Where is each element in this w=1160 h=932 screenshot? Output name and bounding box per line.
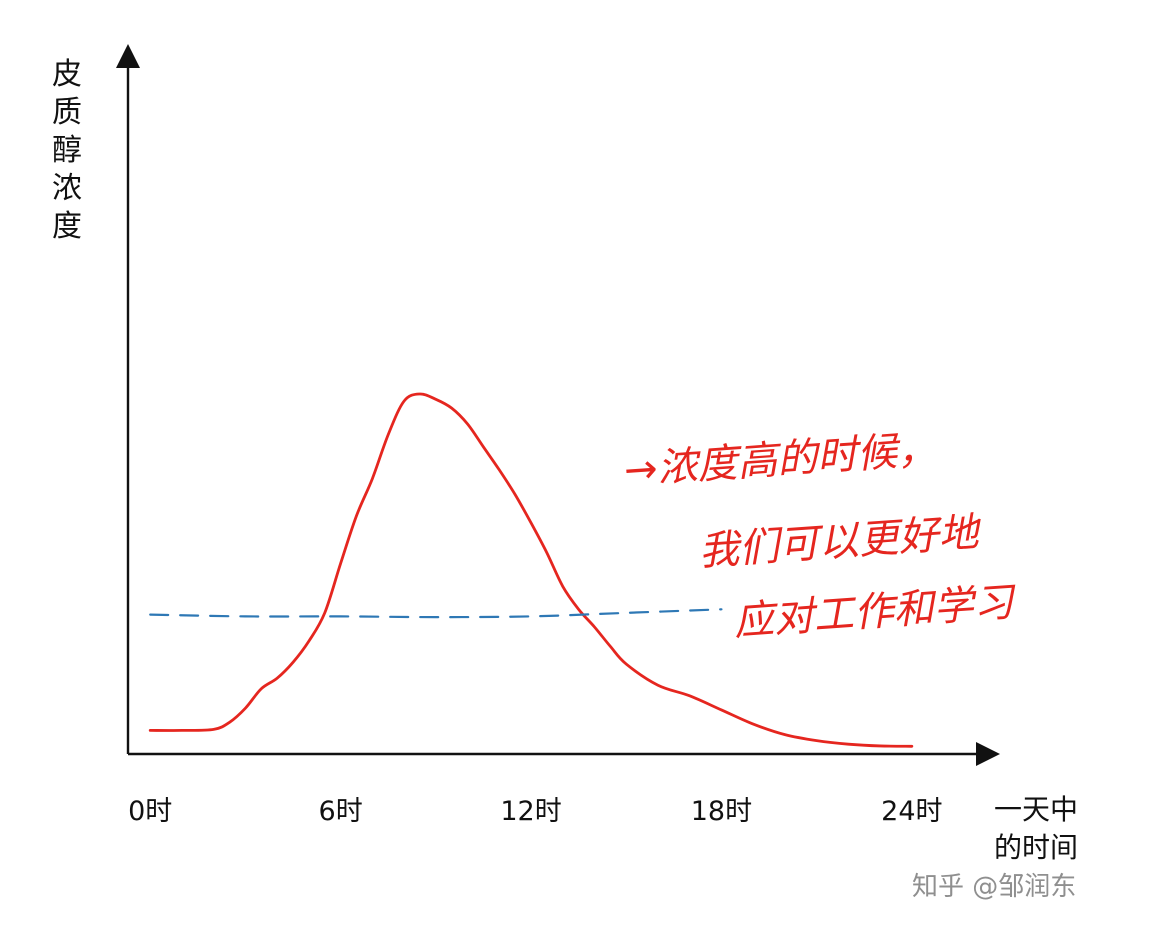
x-axis-label-line: 的时间 [994,831,1078,864]
x-tick-label: 0时 [128,796,172,827]
x-tick-label: 12时 [500,796,561,827]
threshold-dashed-line [149,608,723,619]
y-axis-label-char: 度 [52,209,82,244]
x-axis-label-line: 一天中 [994,793,1078,826]
watermark: 知乎 @邹润东 [912,872,1076,902]
x-tick-label: 18时 [691,796,752,827]
x-tick-labels: 0时 6时 12时 18时 24时 [128,796,942,827]
y-axis-label-char: 醇 [52,133,82,168]
annotation-line: →浓度高的时候， [622,426,938,494]
annotation-line: 我们可以更好地 [697,509,984,575]
series-layer [148,392,914,748]
y-axis-label-char: 皮 [52,57,82,92]
y-axis-label-char: 浓 [52,171,82,206]
annotation-line: 应对工作和学习 [732,579,1019,645]
x-tick-label: 24时 [881,796,942,827]
cortisol-curve-line [148,392,914,748]
axes [116,44,1000,766]
y-axis-label-char: 质 [52,95,82,130]
x-tick-label: 6时 [319,796,363,827]
